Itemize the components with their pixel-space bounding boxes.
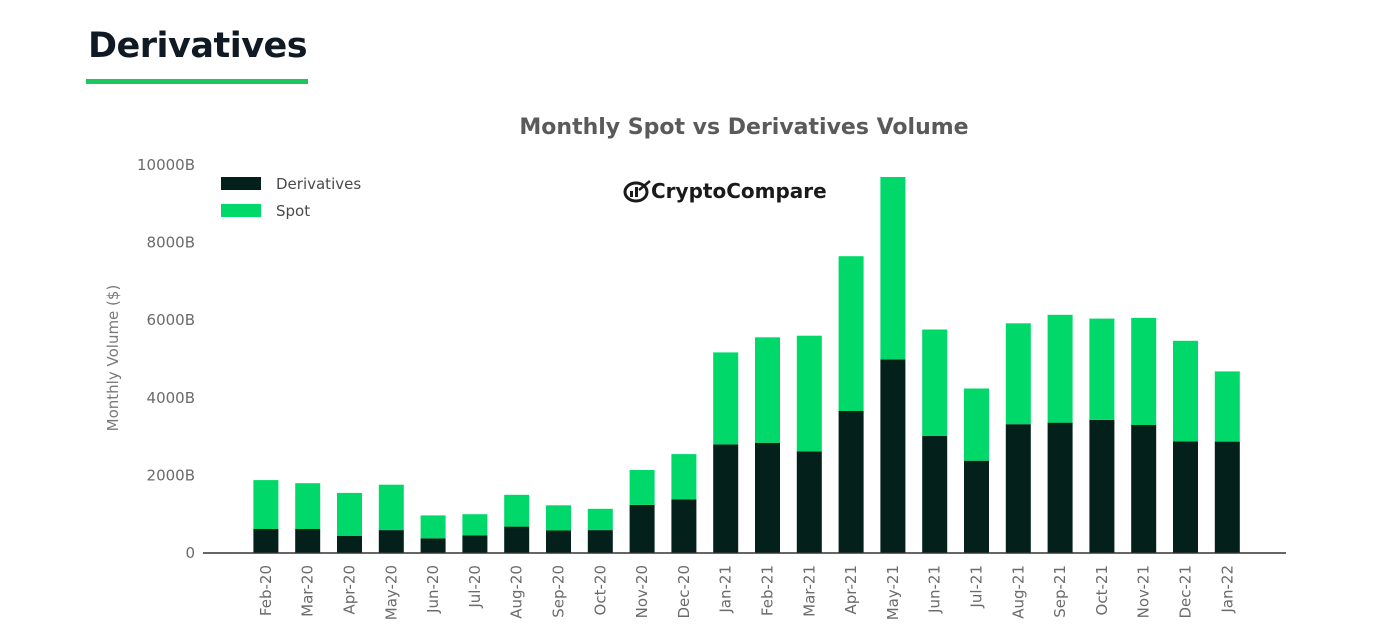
bar-derivatives-jun-21 bbox=[922, 435, 948, 553]
legend-swatch-spot bbox=[221, 204, 261, 217]
bar-derivatives-dec-21 bbox=[1173, 441, 1198, 553]
x-tick-label: Apr-21 bbox=[842, 565, 860, 615]
x-tick-label: Jul-21 bbox=[968, 565, 986, 609]
bar-spot-mar-21 bbox=[796, 335, 822, 452]
x-tick-label: Dec-20 bbox=[675, 565, 693, 619]
bar-derivatives-jan-22 bbox=[1214, 441, 1240, 553]
x-tick-label: Oct-20 bbox=[591, 565, 609, 615]
bar-spot-apr-21 bbox=[838, 256, 864, 411]
y-tick-label: 6000B bbox=[147, 311, 195, 329]
bar-spot-sep-21 bbox=[1047, 314, 1073, 423]
bar-spot-jul-21 bbox=[964, 388, 989, 461]
logo-text: CryptoCompare bbox=[651, 179, 827, 203]
legend-label-spot: Spot bbox=[276, 202, 310, 220]
bar-derivatives-jul-21 bbox=[964, 460, 989, 553]
bar-spot-dec-20 bbox=[671, 454, 697, 500]
bar-spot-jan-21 bbox=[713, 352, 739, 445]
x-tick-label: Feb-20 bbox=[257, 565, 275, 616]
bar-derivatives-sep-20 bbox=[546, 530, 571, 553]
x-tick-label: Feb-21 bbox=[759, 565, 777, 616]
bar-spot-aug-20 bbox=[504, 494, 530, 527]
bar-derivatives-feb-20 bbox=[253, 528, 279, 553]
bar-derivatives-jun-20 bbox=[420, 538, 446, 553]
bar-derivatives-mar-21 bbox=[796, 451, 822, 553]
bar-spot-nov-20 bbox=[629, 470, 655, 505]
x-tick-label: Jan-21 bbox=[717, 565, 735, 614]
x-tick-label: Sep-21 bbox=[1051, 565, 1069, 618]
legend-item-derivatives: Derivatives bbox=[221, 175, 361, 193]
chart-title: Monthly Spot vs Derivatives Volume bbox=[519, 115, 968, 140]
x-tick-label: Apr-20 bbox=[341, 565, 359, 615]
y-tick-label: 10000B bbox=[137, 156, 195, 174]
y-axis-label: Monthly Volume ($) bbox=[104, 285, 122, 432]
bar-spot-jul-20 bbox=[462, 514, 488, 536]
bar-spot-jun-21 bbox=[922, 329, 948, 436]
x-tick-label: Mar-21 bbox=[800, 565, 818, 617]
x-tick-label: Nov-20 bbox=[633, 565, 651, 618]
bar-spot-may-21 bbox=[880, 177, 906, 360]
page-title: Derivatives bbox=[88, 26, 308, 66]
y-tick-label: 0 bbox=[185, 544, 195, 562]
y-tick-label: 2000B bbox=[147, 466, 195, 484]
x-tick-label: Jan-22 bbox=[1218, 565, 1236, 614]
x-tick-label: Dec-21 bbox=[1177, 565, 1195, 619]
x-axis-ticks: Feb-20 Mar-20 Apr-20 May-20 Jun-20 Jul-20 Aug-… bbox=[257, 565, 1236, 620]
bar-derivatives-mar-20 bbox=[295, 528, 321, 553]
bar-derivatives-apr-21 bbox=[838, 411, 864, 553]
legend-swatch-derivatives bbox=[221, 177, 261, 190]
bar-spot-aug-21 bbox=[1005, 323, 1031, 425]
x-tick-label: May-21 bbox=[884, 565, 902, 620]
cryptocompare-logo: CryptoCompare bbox=[623, 179, 827, 203]
x-tick-label: May-20 bbox=[382, 565, 400, 620]
bar-spot-dec-21 bbox=[1173, 340, 1198, 442]
x-tick-label: Sep-20 bbox=[550, 565, 568, 618]
x-tick-label: Jun-21 bbox=[926, 565, 944, 614]
bar-spot-mar-20 bbox=[295, 483, 321, 529]
bar-derivatives-nov-21 bbox=[1131, 425, 1157, 553]
x-tick-label: Oct-21 bbox=[1093, 565, 1111, 615]
legend: Derivatives Spot bbox=[221, 175, 361, 220]
bars bbox=[253, 177, 1240, 553]
bar-spot-feb-21 bbox=[755, 337, 780, 443]
bar-spot-sep-20 bbox=[546, 505, 571, 531]
bar-derivatives-apr-20 bbox=[337, 535, 362, 553]
bar-derivatives-feb-21 bbox=[755, 442, 780, 553]
bar-derivatives-may-20 bbox=[378, 530, 404, 553]
bar-spot-apr-20 bbox=[337, 492, 362, 536]
x-tick-label: Aug-21 bbox=[1009, 565, 1027, 619]
bar-spot-may-20 bbox=[378, 484, 404, 531]
bar-spot-oct-21 bbox=[1089, 318, 1115, 420]
bar-spot-nov-21 bbox=[1131, 317, 1157, 425]
y-axis-ticks: 0 2000B 4000B 6000B 8000B 10000B bbox=[137, 156, 195, 562]
bar-derivatives-aug-20 bbox=[504, 526, 530, 553]
bar-spot-feb-20 bbox=[253, 480, 279, 529]
bar-derivatives-jan-21 bbox=[713, 444, 739, 553]
x-tick-label: Jul-20 bbox=[466, 565, 484, 609]
bar-derivatives-dec-20 bbox=[671, 499, 697, 553]
y-tick-label: 4000B bbox=[147, 389, 195, 407]
bar-derivatives-sep-21 bbox=[1047, 422, 1073, 553]
y-tick-label: 8000B bbox=[147, 234, 195, 252]
cryptocompare-logo-icon bbox=[623, 180, 651, 203]
bar-derivatives-jul-20 bbox=[462, 535, 488, 553]
x-tick-label: Nov-21 bbox=[1135, 565, 1153, 618]
legend-label-derivatives: Derivatives bbox=[276, 175, 361, 193]
bar-derivatives-nov-20 bbox=[629, 504, 655, 553]
x-tick-label: Aug-20 bbox=[508, 565, 526, 619]
bar-derivatives-aug-21 bbox=[1005, 424, 1031, 553]
bar-derivatives-may-21 bbox=[880, 359, 906, 553]
bar-spot-oct-20 bbox=[587, 508, 613, 531]
bar-derivatives-oct-21 bbox=[1089, 419, 1115, 553]
title-underline bbox=[86, 79, 308, 84]
x-tick-label: Mar-20 bbox=[299, 565, 317, 617]
legend-item-spot: Spot bbox=[221, 202, 310, 220]
bar-spot-jun-20 bbox=[420, 515, 446, 539]
x-tick-label: Jun-20 bbox=[424, 565, 442, 614]
bar-derivatives-oct-20 bbox=[587, 530, 613, 553]
bar-spot-jan-22 bbox=[1214, 371, 1240, 442]
